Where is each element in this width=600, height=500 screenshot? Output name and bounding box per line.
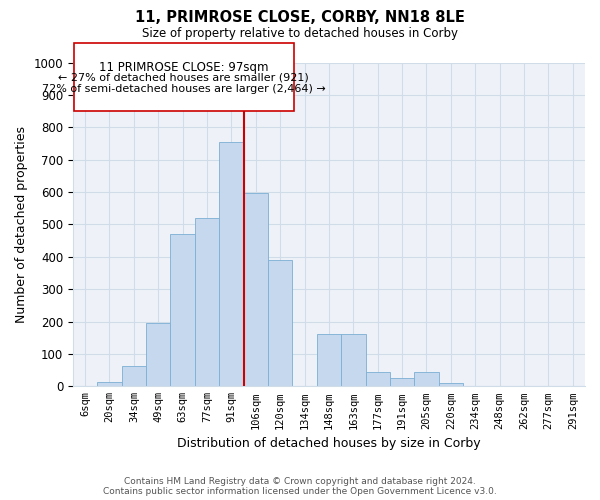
Bar [244,193,268,386]
Bar [122,366,146,386]
Bar [170,234,195,386]
Bar [415,372,439,386]
Bar [97,382,122,386]
Bar [365,372,390,386]
Text: ← 27% of detached houses are smaller (921): ← 27% of detached houses are smaller (92… [58,72,309,82]
Text: 11 PRIMROSE CLOSE: 97sqm: 11 PRIMROSE CLOSE: 97sqm [99,61,269,74]
Text: Size of property relative to detached houses in Corby: Size of property relative to detached ho… [142,28,458,40]
Text: Contains HM Land Registry data © Crown copyright and database right 2024.: Contains HM Land Registry data © Crown c… [124,477,476,486]
Bar [195,218,219,386]
Bar [268,260,292,386]
Bar [146,323,170,386]
Bar [439,383,463,386]
Bar [317,334,341,386]
Bar [390,378,415,386]
Text: 11, PRIMROSE CLOSE, CORBY, NN18 8LE: 11, PRIMROSE CLOSE, CORBY, NN18 8LE [135,10,465,25]
Y-axis label: Number of detached properties: Number of detached properties [15,126,28,323]
Text: Contains public sector information licensed under the Open Government Licence v3: Contains public sector information licen… [103,487,497,496]
Bar [74,43,293,111]
Text: 72% of semi-detached houses are larger (2,464) →: 72% of semi-detached houses are larger (… [42,84,326,94]
Bar [219,142,244,386]
X-axis label: Distribution of detached houses by size in Corby: Distribution of detached houses by size … [177,437,481,450]
Bar [341,334,365,386]
